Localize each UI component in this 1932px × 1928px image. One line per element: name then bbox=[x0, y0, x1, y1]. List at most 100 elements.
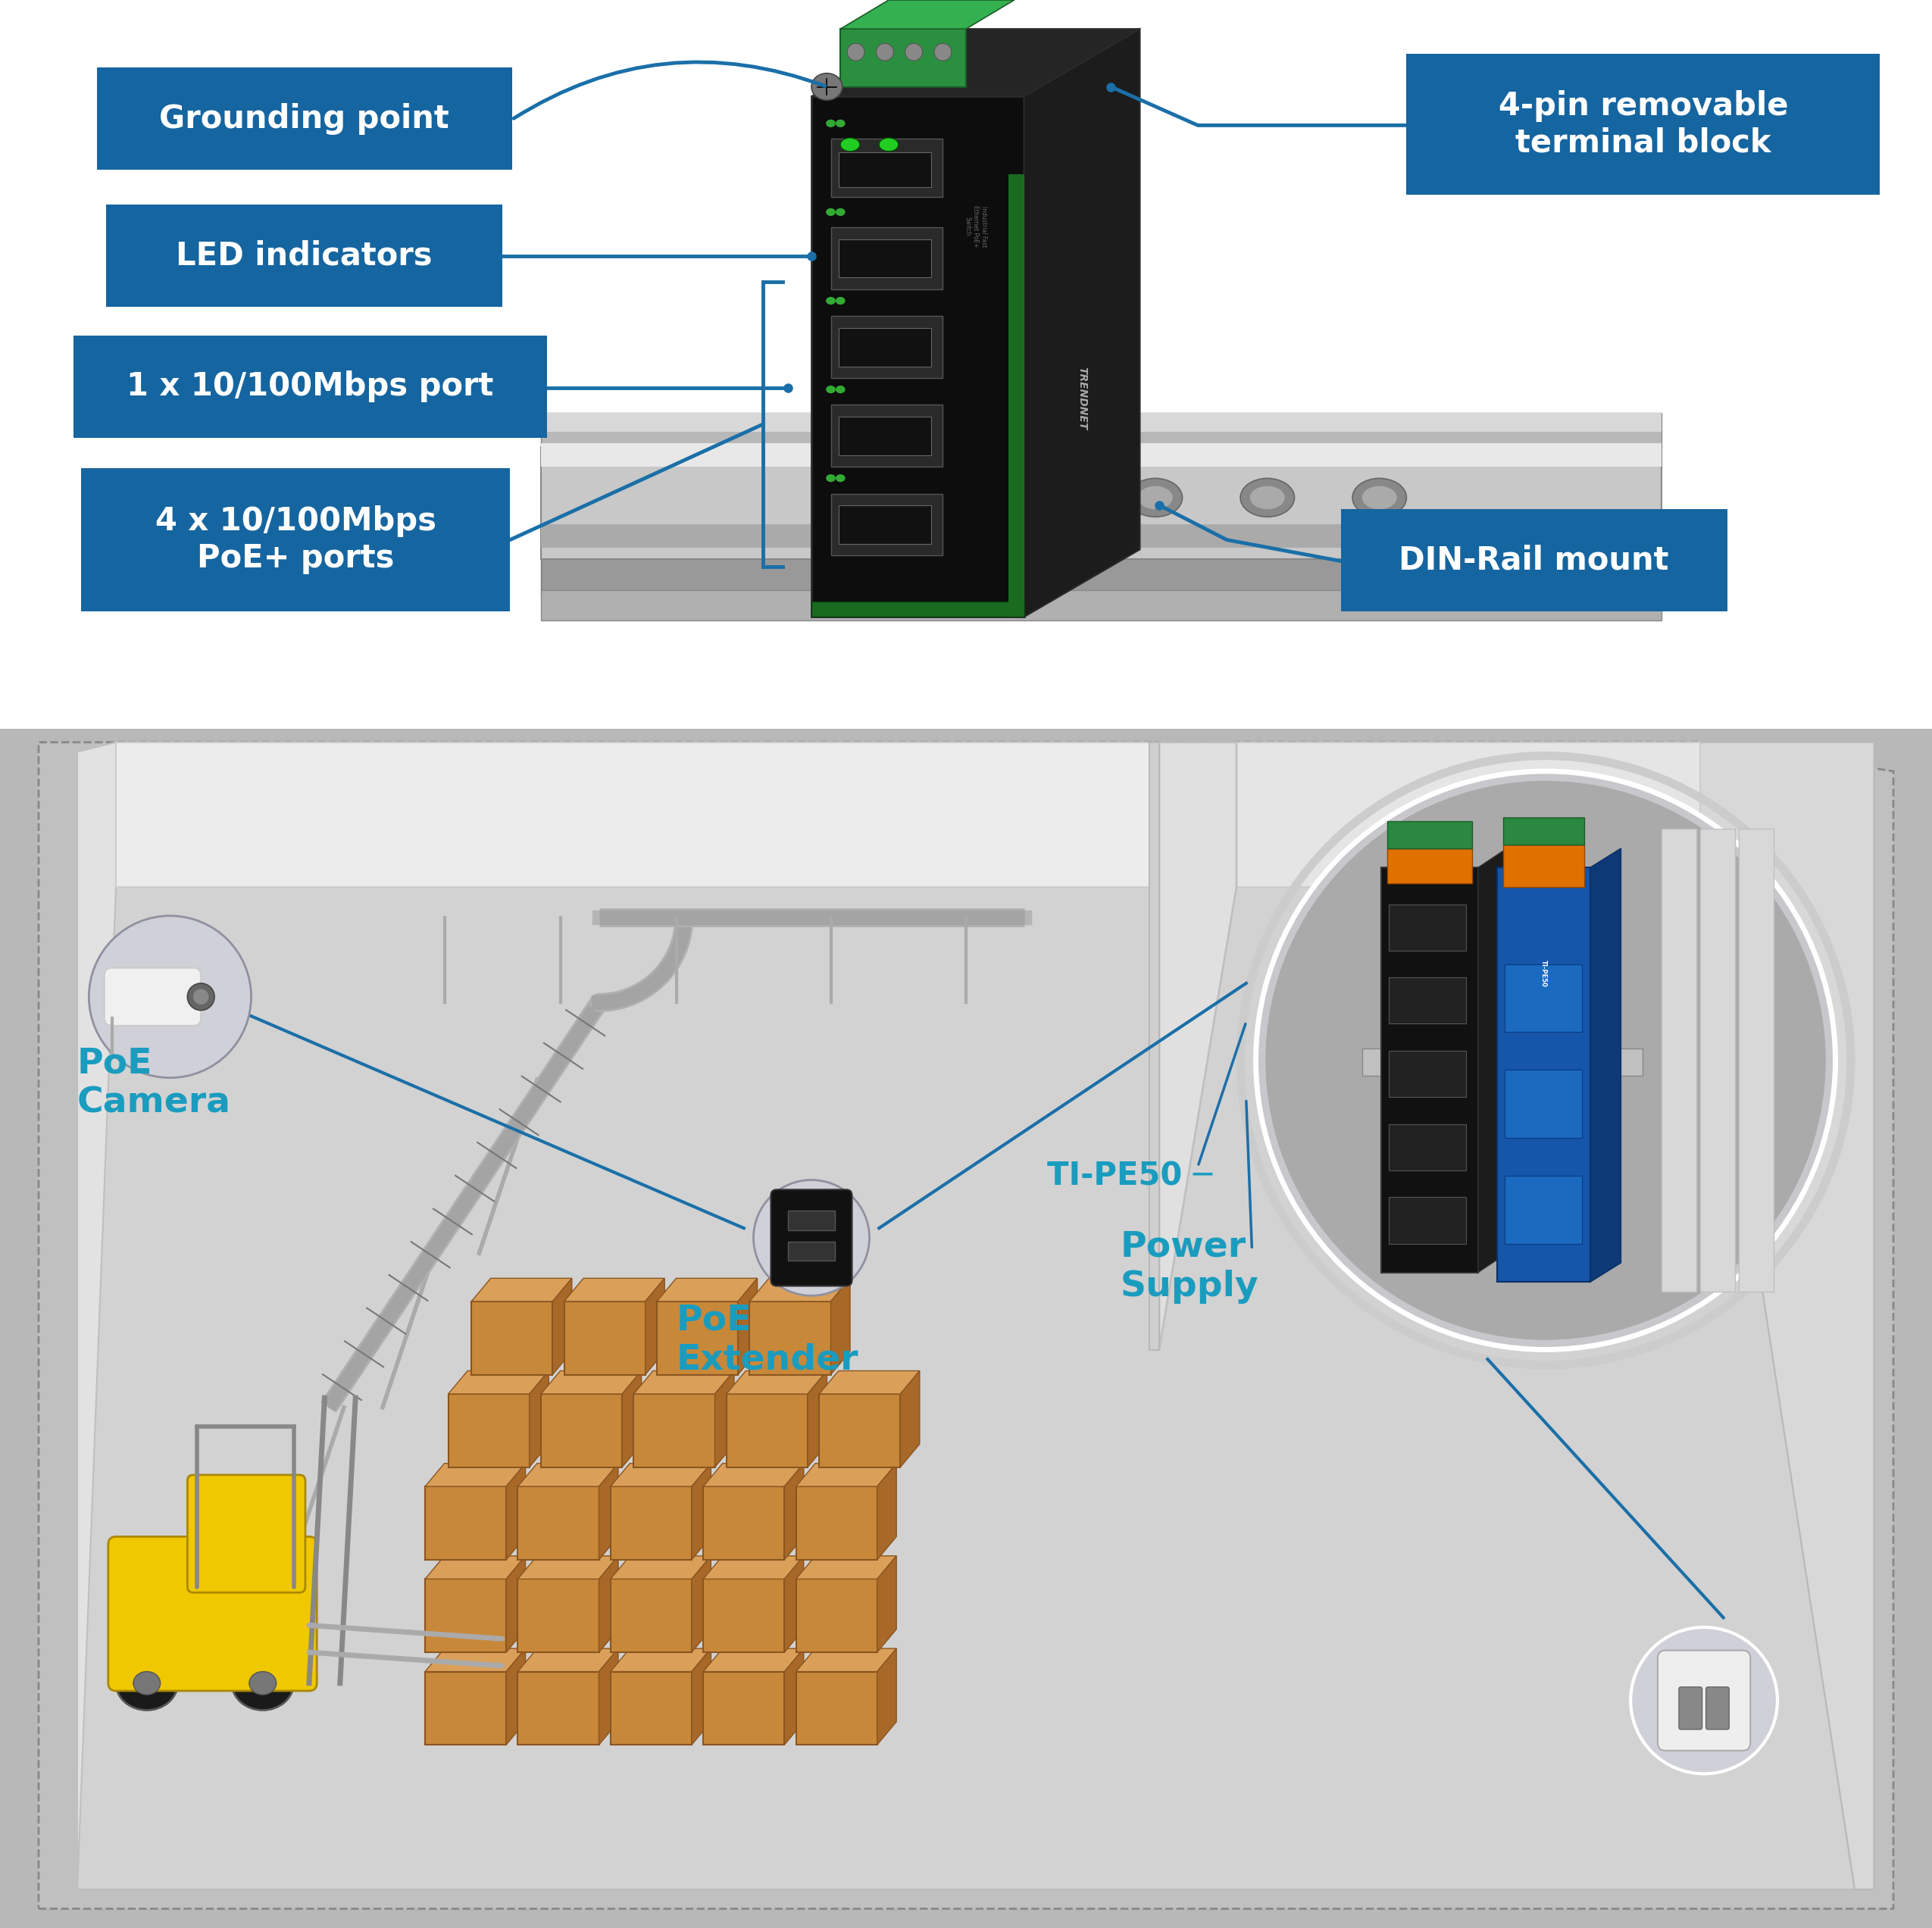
Ellipse shape bbox=[1250, 486, 1285, 509]
FancyBboxPatch shape bbox=[831, 228, 943, 289]
FancyBboxPatch shape bbox=[73, 335, 547, 438]
Ellipse shape bbox=[827, 474, 835, 482]
Polygon shape bbox=[703, 1463, 804, 1486]
Polygon shape bbox=[900, 1371, 920, 1467]
Ellipse shape bbox=[1128, 478, 1182, 517]
FancyBboxPatch shape bbox=[518, 1579, 599, 1652]
Ellipse shape bbox=[879, 139, 898, 152]
Text: Power
Supply: Power Supply bbox=[1121, 1230, 1260, 1303]
Ellipse shape bbox=[827, 120, 835, 127]
Polygon shape bbox=[541, 1371, 641, 1394]
Ellipse shape bbox=[835, 297, 846, 305]
FancyBboxPatch shape bbox=[811, 96, 1024, 617]
FancyBboxPatch shape bbox=[750, 1301, 831, 1375]
FancyBboxPatch shape bbox=[187, 1475, 305, 1593]
FancyBboxPatch shape bbox=[703, 1672, 784, 1745]
FancyBboxPatch shape bbox=[0, 0, 1932, 729]
Polygon shape bbox=[784, 1556, 804, 1652]
Text: TI-PE50 ─: TI-PE50 ─ bbox=[1047, 1161, 1211, 1192]
Text: LED indicators: LED indicators bbox=[176, 239, 433, 272]
FancyBboxPatch shape bbox=[425, 1579, 506, 1652]
Polygon shape bbox=[622, 1371, 641, 1467]
FancyBboxPatch shape bbox=[796, 1579, 877, 1652]
Polygon shape bbox=[703, 1556, 804, 1579]
Polygon shape bbox=[692, 1648, 711, 1745]
FancyBboxPatch shape bbox=[1505, 1176, 1582, 1244]
Ellipse shape bbox=[753, 1180, 869, 1296]
Ellipse shape bbox=[835, 208, 846, 216]
Polygon shape bbox=[811, 29, 1140, 96]
FancyBboxPatch shape bbox=[541, 413, 1662, 432]
FancyBboxPatch shape bbox=[611, 1486, 692, 1560]
FancyBboxPatch shape bbox=[1389, 977, 1466, 1024]
FancyBboxPatch shape bbox=[1505, 1070, 1582, 1138]
FancyBboxPatch shape bbox=[1389, 904, 1466, 951]
Polygon shape bbox=[564, 1278, 665, 1301]
FancyBboxPatch shape bbox=[1381, 868, 1478, 1272]
Polygon shape bbox=[1590, 848, 1621, 1282]
FancyBboxPatch shape bbox=[541, 524, 1662, 548]
Ellipse shape bbox=[1256, 771, 1835, 1350]
FancyBboxPatch shape bbox=[657, 1301, 738, 1375]
Polygon shape bbox=[425, 1463, 526, 1486]
Polygon shape bbox=[77, 742, 116, 1889]
Polygon shape bbox=[1236, 742, 1700, 887]
Ellipse shape bbox=[835, 386, 846, 393]
Polygon shape bbox=[1024, 29, 1140, 617]
Polygon shape bbox=[703, 1648, 804, 1672]
FancyBboxPatch shape bbox=[811, 602, 1024, 617]
FancyBboxPatch shape bbox=[788, 1211, 835, 1230]
Ellipse shape bbox=[935, 42, 951, 60]
Ellipse shape bbox=[249, 1672, 276, 1695]
FancyBboxPatch shape bbox=[1009, 174, 1024, 617]
FancyBboxPatch shape bbox=[819, 1394, 900, 1467]
FancyBboxPatch shape bbox=[1700, 829, 1735, 1292]
FancyBboxPatch shape bbox=[106, 204, 502, 307]
Polygon shape bbox=[750, 1278, 850, 1301]
Polygon shape bbox=[553, 1278, 572, 1375]
Ellipse shape bbox=[827, 386, 835, 393]
FancyBboxPatch shape bbox=[703, 1579, 784, 1652]
Text: 1 x 10/100Mbps port: 1 x 10/100Mbps port bbox=[128, 370, 493, 403]
FancyBboxPatch shape bbox=[541, 443, 1662, 467]
Polygon shape bbox=[116, 742, 1700, 887]
Polygon shape bbox=[1478, 844, 1513, 1272]
FancyBboxPatch shape bbox=[1389, 1051, 1466, 1097]
Text: TRENDNET: TRENDNET bbox=[1076, 366, 1088, 430]
Text: PoE
Camera: PoE Camera bbox=[77, 1047, 232, 1120]
FancyBboxPatch shape bbox=[796, 1486, 877, 1560]
Polygon shape bbox=[518, 1648, 618, 1672]
FancyBboxPatch shape bbox=[838, 416, 931, 455]
Polygon shape bbox=[518, 1556, 618, 1579]
Polygon shape bbox=[506, 1463, 526, 1560]
FancyBboxPatch shape bbox=[611, 1579, 692, 1652]
Polygon shape bbox=[1150, 742, 1159, 1350]
Polygon shape bbox=[1700, 742, 1874, 1889]
Text: Industrial Fast
Ethernet PoE+
Switch: Industrial Fast Ethernet PoE+ Switch bbox=[964, 206, 987, 247]
Polygon shape bbox=[715, 1371, 734, 1467]
Polygon shape bbox=[796, 1648, 896, 1672]
FancyBboxPatch shape bbox=[838, 328, 931, 366]
Ellipse shape bbox=[187, 983, 214, 1010]
FancyBboxPatch shape bbox=[1387, 848, 1472, 883]
Polygon shape bbox=[808, 1371, 827, 1467]
Ellipse shape bbox=[232, 1656, 294, 1710]
Polygon shape bbox=[425, 1556, 526, 1579]
FancyBboxPatch shape bbox=[771, 1190, 852, 1286]
FancyBboxPatch shape bbox=[564, 1301, 645, 1375]
FancyBboxPatch shape bbox=[1389, 1197, 1466, 1244]
Polygon shape bbox=[634, 1371, 734, 1394]
FancyBboxPatch shape bbox=[703, 1486, 784, 1560]
FancyBboxPatch shape bbox=[840, 29, 966, 87]
Polygon shape bbox=[529, 1371, 549, 1467]
Ellipse shape bbox=[1362, 486, 1397, 509]
FancyBboxPatch shape bbox=[838, 505, 931, 544]
FancyBboxPatch shape bbox=[838, 239, 931, 278]
Text: 4 x 10/100Mbps
PoE+ ports: 4 x 10/100Mbps PoE+ ports bbox=[155, 505, 437, 575]
FancyBboxPatch shape bbox=[541, 590, 1662, 621]
FancyBboxPatch shape bbox=[1658, 1650, 1750, 1751]
Ellipse shape bbox=[1138, 486, 1173, 509]
Polygon shape bbox=[840, 0, 1014, 29]
FancyBboxPatch shape bbox=[726, 1394, 808, 1467]
Polygon shape bbox=[448, 1371, 549, 1394]
